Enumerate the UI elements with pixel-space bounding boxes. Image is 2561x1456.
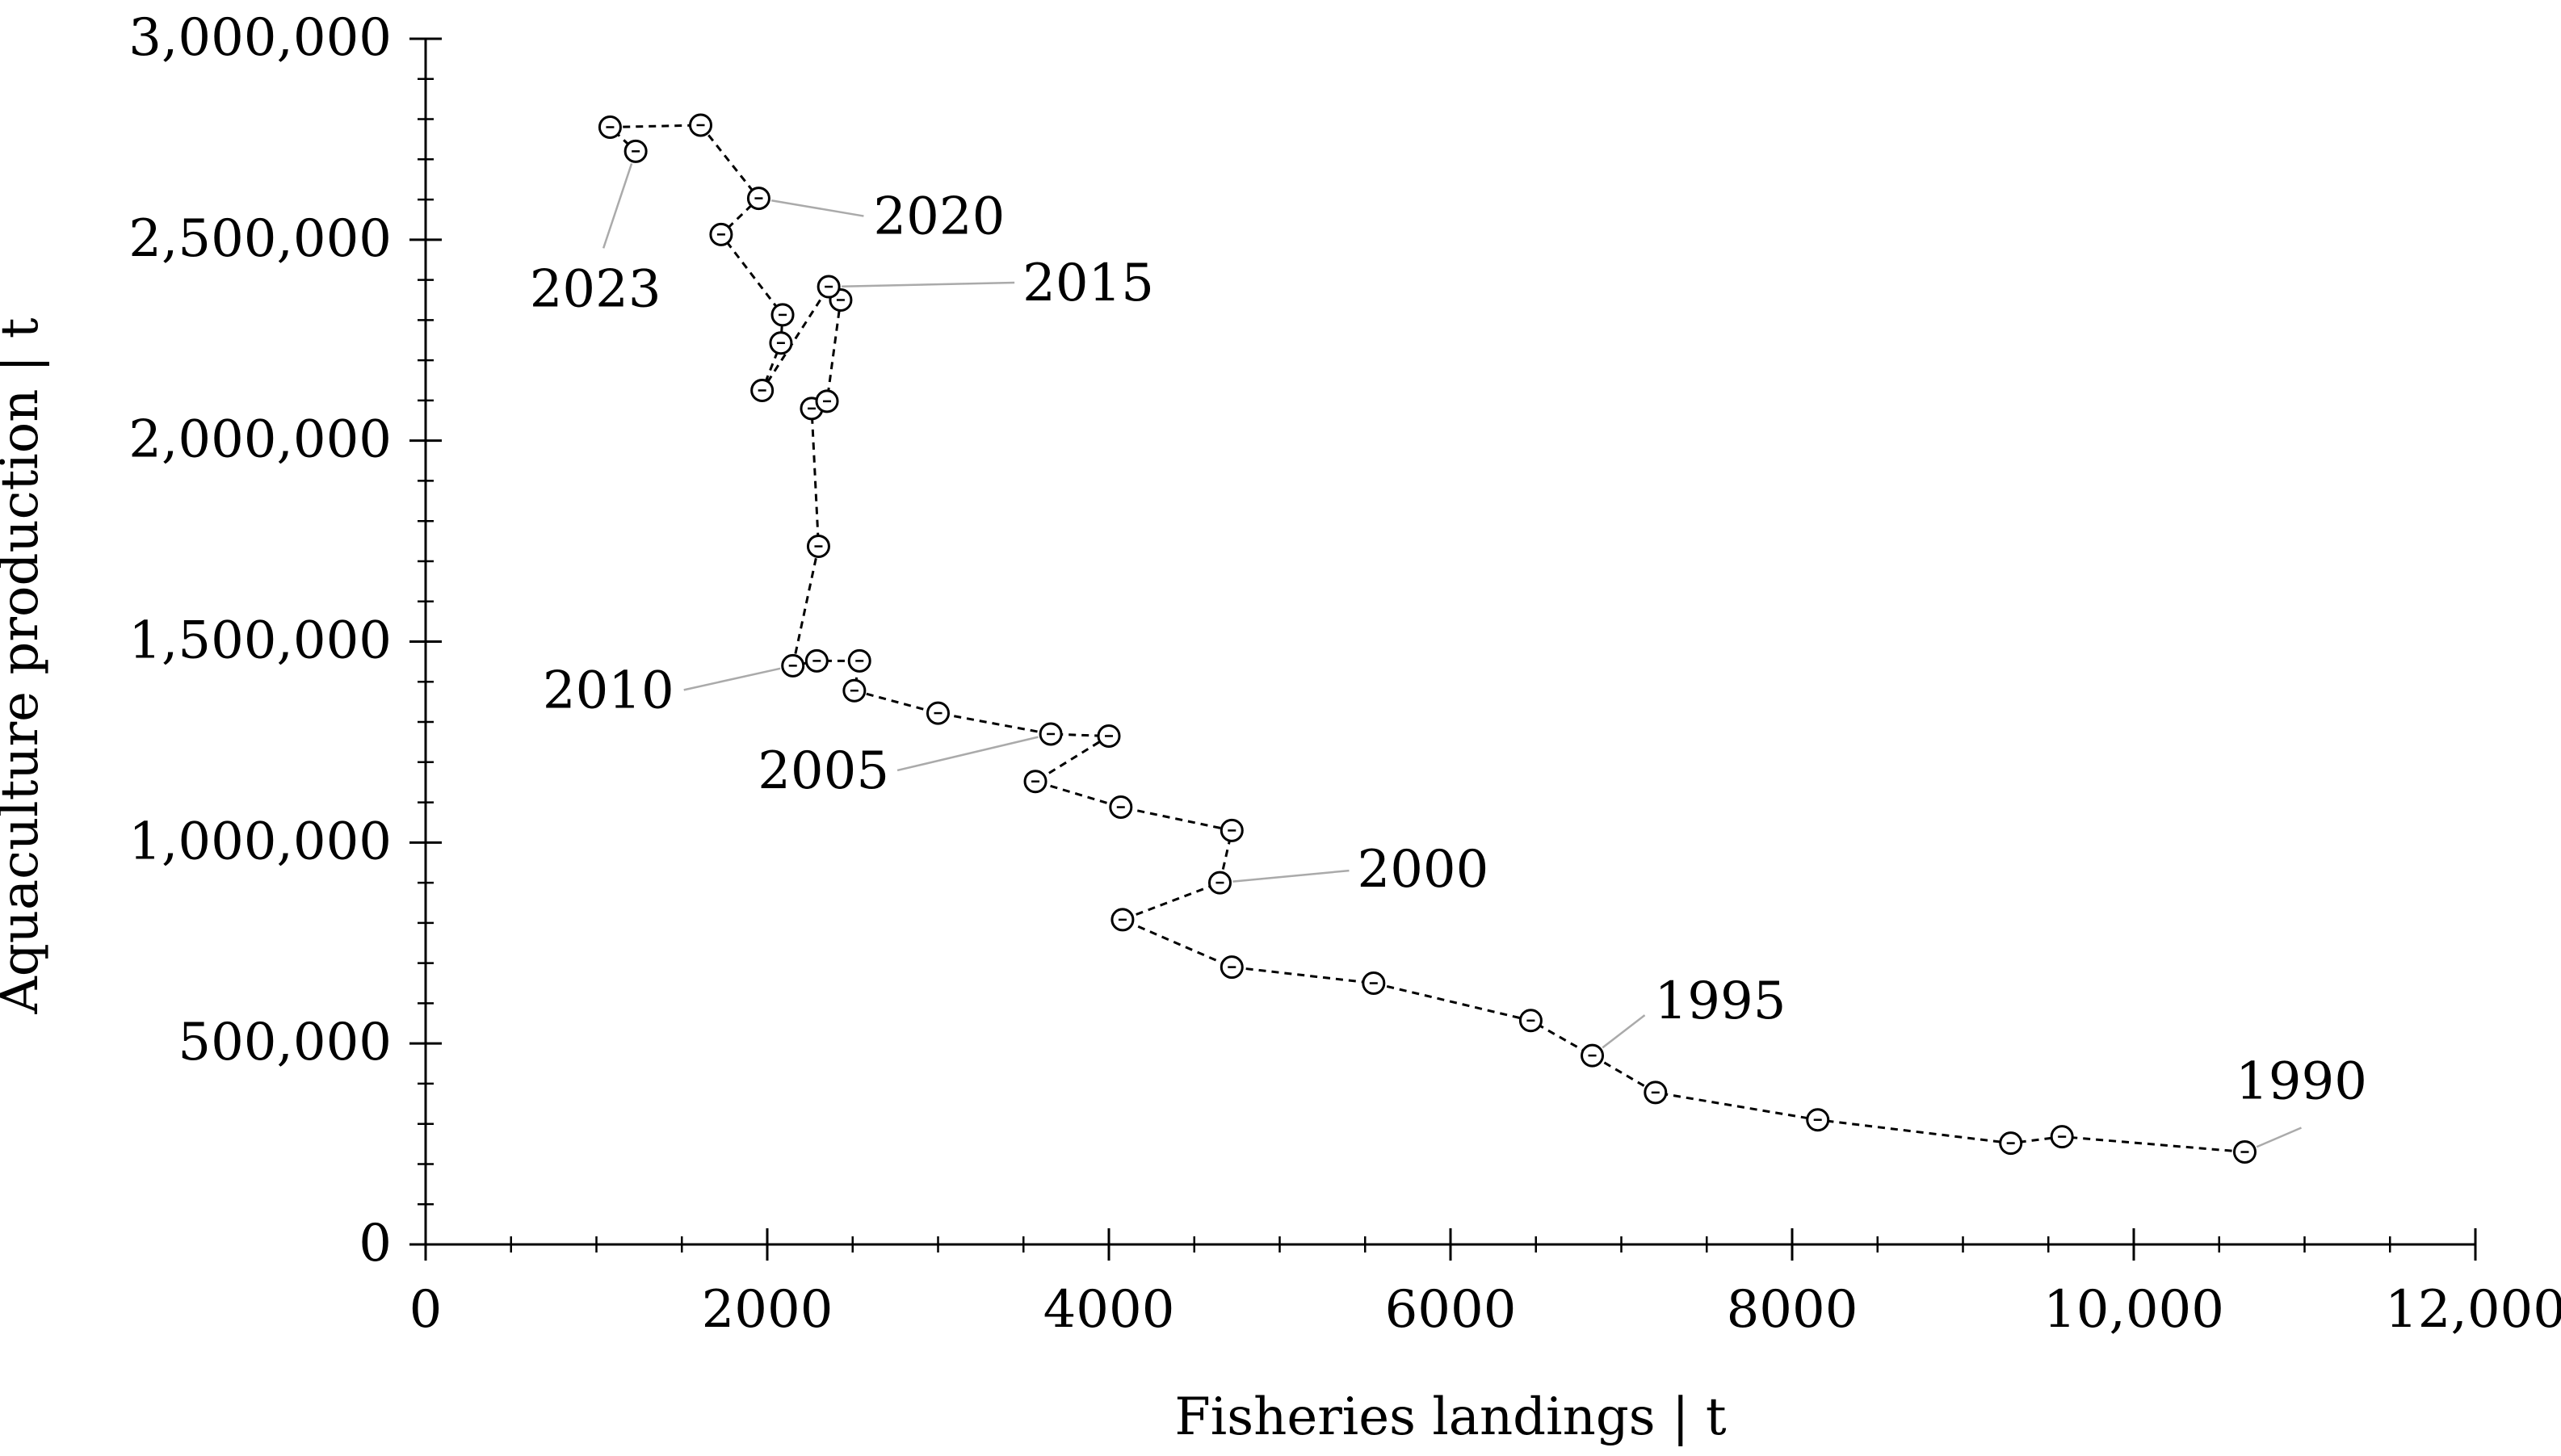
x-axis-title: Fisheries landings | t [1174, 1387, 1727, 1447]
x-tick-label: 10,000 [2043, 1280, 2224, 1340]
x-tick-label: 0 [409, 1280, 443, 1340]
y-tick-label: 2,000,000 [128, 410, 392, 470]
annotation-leaders [602, 163, 2302, 1148]
y-axis-title: Aquaculture production | t [0, 317, 50, 1014]
annotation-label: 2000 [1357, 840, 1488, 900]
y-ticks [409, 37, 442, 1246]
x-tick-label: 8000 [1727, 1280, 1858, 1340]
x-ticks [424, 1228, 2477, 1261]
annotation-leader [1602, 1014, 1646, 1049]
x-tick-label: 4000 [1043, 1280, 1175, 1340]
y-tick-label: 1,500,000 [128, 611, 392, 671]
x-tick-label: 2000 [702, 1280, 833, 1340]
annotation-leader [770, 199, 864, 217]
annotation-label: 2005 [758, 741, 889, 801]
annotation-label: 1990 [2236, 1052, 2367, 1112]
annotation-leader [842, 281, 1015, 287]
y-tick-label: 0 [359, 1214, 392, 1273]
x-tick-label: 6000 [1385, 1280, 1517, 1340]
x-tick-label: 12,000 [2385, 1280, 2561, 1340]
series-line [607, 124, 2245, 1153]
annotation-label: 2023 [530, 259, 661, 319]
y-tick-label: 500,000 [178, 1013, 392, 1072]
y-tick-labels: 0 500,000 1,000,000 1,500,000 2,000,000 2,500… [128, 8, 392, 1273]
y-tick-label: 3,000,000 [128, 8, 392, 68]
annotation-labels: 1990 1995 2000 2005 2010 2015 2020 2023 [530, 187, 2367, 1112]
annotation-label: 2010 [543, 661, 674, 720]
annotation-label: 1995 [1655, 971, 1786, 1031]
annotation-label: 2020 [873, 187, 1005, 247]
axes [424, 39, 2475, 1246]
annotation-leader [683, 667, 781, 691]
x-tick-labels: 0 2000 4000 6000 8000 10,000 12,000 [409, 1280, 2561, 1340]
y-tick-label: 2,500,000 [128, 209, 392, 269]
y-tick-label: 1,000,000 [128, 812, 392, 871]
annotation-leader [602, 163, 633, 249]
annotation-leader [1232, 869, 1350, 883]
annotation-label: 2015 [1022, 254, 1154, 313]
annotation-leader [896, 736, 1039, 772]
data-points [598, 113, 2257, 1164]
annotation-leader [2256, 1127, 2302, 1148]
